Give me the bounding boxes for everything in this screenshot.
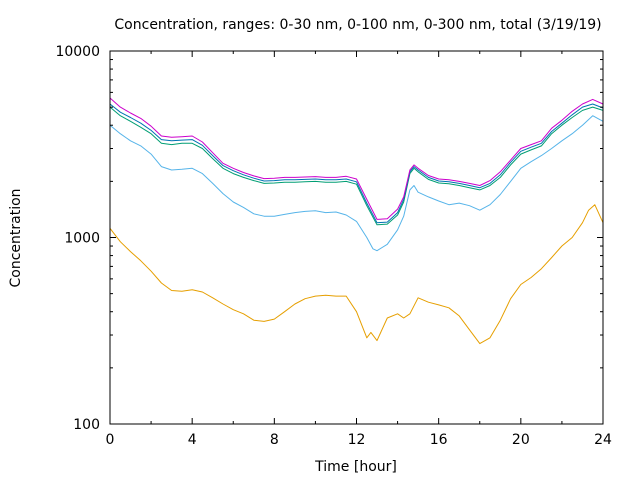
x-tick-label: 8 — [270, 432, 279, 448]
y-tick-label: 1000 — [64, 231, 100, 247]
x-tick-label: 12 — [348, 432, 366, 448]
series-layer — [109, 97, 604, 345]
axes-layer: 0 4 8 12 16 20 24 100 1000 10000 — [55, 44, 612, 448]
series-line-4 — [109, 103, 604, 224]
x-tick-label: 16 — [430, 432, 448, 448]
x-tick-label: 4 — [188, 432, 197, 448]
y-tick-label: 100 — [73, 417, 100, 433]
series-line-3 — [109, 106, 604, 226]
plot-frame — [109, 50, 604, 425]
y-axis-label: Concentration — [8, 188, 24, 287]
x-tick-label: 20 — [512, 432, 530, 448]
y-tick-label: 10000 — [55, 44, 100, 60]
x-tick-label: 24 — [594, 432, 612, 448]
x-axis-label: Time [hour] — [314, 459, 397, 475]
series-line-2 — [109, 115, 604, 252]
series-line-1 — [109, 204, 604, 345]
series-line-5 — [109, 97, 604, 220]
chart-title: Concentration, ranges: 0-30 nm, 0-100 nm… — [114, 17, 601, 33]
x-tick-label: 0 — [106, 432, 115, 448]
